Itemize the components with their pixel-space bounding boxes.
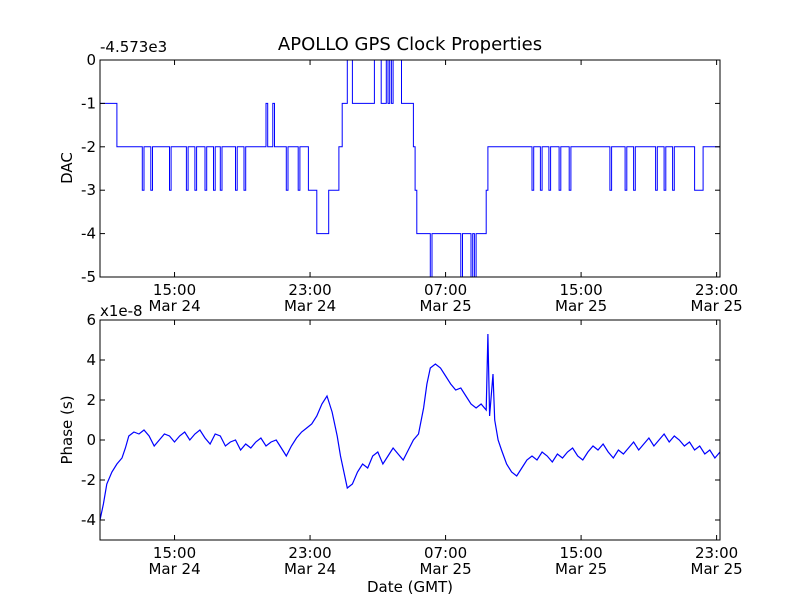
dac-plot-frame: [99, 59, 721, 278]
phase-y-tick-label: 6: [86, 311, 96, 329]
dac-series-line: [100, 59, 720, 278]
phase-x-tick-label-time: 23:00: [288, 544, 331, 562]
dac-x-tick-label-date: Mar 25: [555, 297, 607, 315]
phase-x-tick-label-time: 15:00: [153, 544, 196, 562]
dac-y-tick-label: 0: [86, 51, 96, 69]
dac-x-tick-label-date: Mar 24: [148, 297, 200, 315]
dac-y-tick-label: -2: [81, 138, 96, 156]
dac-x-tick-label-time: 15:00: [559, 281, 602, 299]
dac-x-tick-label-date: Mar 24: [284, 297, 336, 315]
dac-x-tick-label-time: 23:00: [288, 281, 331, 299]
dac-y-tick-label: -3: [81, 181, 96, 199]
dac-y-tick-label: -5: [81, 268, 96, 286]
dac-x-tick-label-date: Mar 25: [691, 297, 743, 315]
phase-plot-frame: [99, 319, 721, 541]
phase-x-tick-label-time: 07:00: [424, 544, 467, 562]
dac-x-tick-label-time: 23:00: [695, 281, 738, 299]
phase-x-tick-label-date: Mar 24: [148, 560, 200, 578]
dac-x-tick-label-date: Mar 25: [419, 297, 471, 315]
chart-title: APOLLO GPS Clock Properties: [278, 34, 542, 55]
phase-offset-label: x1e-8: [100, 302, 143, 320]
phase-y-tick-label: 2: [86, 391, 96, 409]
phase-x-tick-label-date: Mar 24: [284, 560, 336, 578]
dac-y-axis-label: DAC: [58, 152, 76, 184]
dac-x-tick-label-time: 15:00: [153, 281, 196, 299]
phase-series-line: [99, 333, 721, 521]
phase-x-tick-label-date: Mar 25: [419, 560, 471, 578]
phase-x-tick-label-time: 23:00: [695, 544, 738, 562]
phase-x-tick-label-time: 15:00: [559, 544, 602, 562]
phase-y-axis-label: Phase (s): [58, 395, 76, 464]
phase-y-tick-label: -2: [81, 471, 96, 489]
dac-x-tick-label-time: 07:00: [424, 281, 467, 299]
dac-offset-label: -4.573e3: [100, 38, 167, 56]
dac-y-tick-label: -4: [81, 225, 96, 243]
phase-y-tick-label: -4: [81, 511, 96, 529]
phase-y-tick-label: 0: [86, 431, 96, 449]
phase-x-tick-label-date: Mar 25: [691, 560, 743, 578]
dac-y-tick-label: -1: [81, 94, 96, 112]
phase-y-tick-label: 4: [86, 351, 96, 369]
phase-x-tick-label-date: Mar 25: [555, 560, 607, 578]
x-axis-label: Date (GMT): [367, 578, 453, 596]
